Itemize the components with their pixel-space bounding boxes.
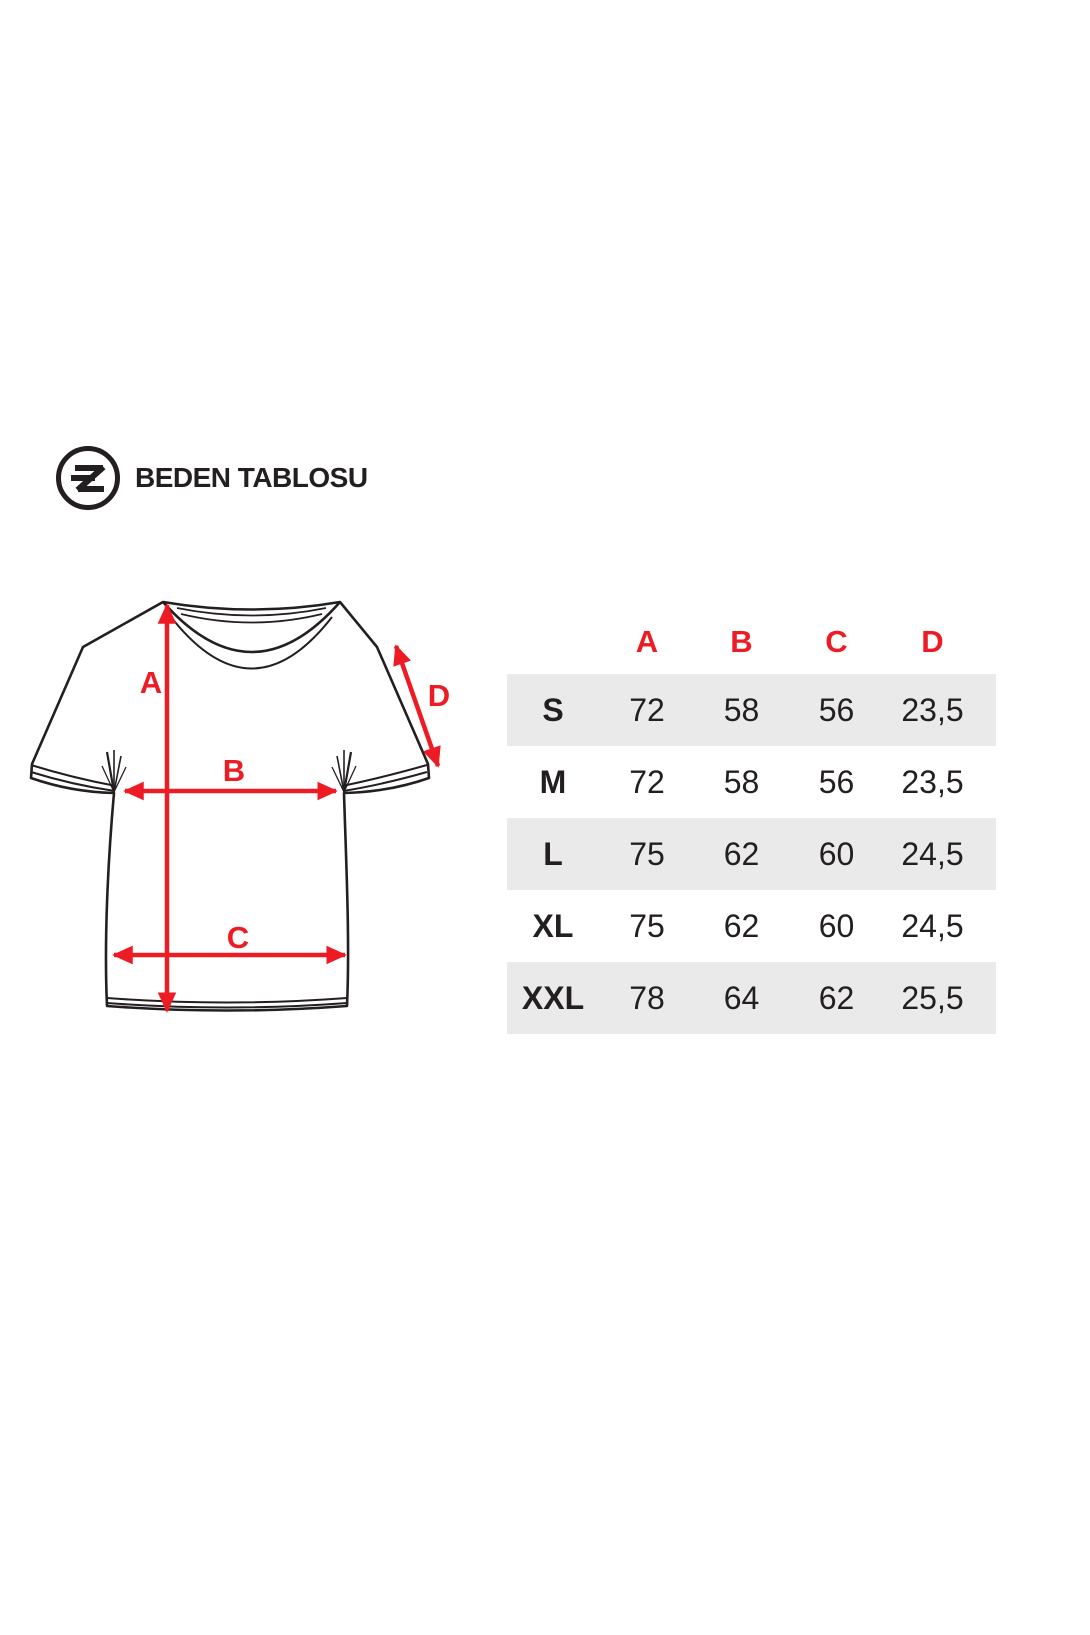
collar-inner-line	[170, 616, 333, 670]
column-header-d: D	[921, 624, 944, 659]
left-cuff-stitch	[30, 764, 117, 787]
value-cell: 58	[723, 763, 760, 800]
value-cell: 24,5	[901, 907, 964, 944]
collar-rib-line	[176, 607, 327, 617]
value-cell: 24,5	[901, 835, 964, 872]
size-row-s: S 72 58 56 23,5	[507, 674, 996, 746]
page-title: BEDEN TABLOSU	[135, 462, 368, 493]
size-row-m: M 72 58 56 23,5	[507, 746, 996, 818]
measure-label-c: C	[227, 920, 249, 955]
size-cell: M	[539, 763, 567, 800]
value-cell: 56	[818, 691, 855, 728]
size-row-xxl: XXL 78 64 62 25,5	[507, 962, 996, 1034]
tshirt-outline	[29, 600, 431, 1012]
value-cell: 62	[723, 835, 760, 872]
value-cell: 62	[723, 907, 760, 944]
size-row-l: L 75 62 60 24,5	[507, 818, 996, 890]
value-cell: 23,5	[901, 691, 964, 728]
value-cell: 72	[629, 691, 665, 728]
value-cell: 62	[818, 979, 855, 1016]
ez-monogram-icon	[56, 446, 120, 510]
column-header-c: C	[825, 624, 848, 659]
size-table-header-row: A B C D	[507, 610, 996, 674]
tshirt-measurement-diagram: A B C D	[25, 560, 470, 1030]
value-cell: 64	[723, 979, 760, 1016]
value-cell: 78	[629, 979, 665, 1016]
measure-arrow-d	[393, 644, 441, 768]
size-cell: L	[543, 835, 563, 872]
measure-label-b: B	[223, 753, 245, 788]
tshirt-diagram-svg: A B C D	[29, 600, 450, 1013]
size-cell: XXL	[521, 979, 585, 1016]
value-cell: 60	[818, 835, 855, 872]
size-cell: XL	[532, 907, 574, 944]
value-cell: 25,5	[901, 979, 964, 1016]
size-cell: S	[542, 691, 564, 728]
value-cell: 23,5	[901, 763, 964, 800]
size-table: A B C D S 72 58 56 23,5 M 72 58 56 23,5 …	[507, 610, 996, 1034]
measure-label-d: D	[428, 678, 450, 713]
value-cell: 72	[629, 763, 665, 800]
column-header-a: A	[635, 624, 659, 659]
collar-rib-line	[180, 613, 323, 624]
left-cuff-stitch	[30, 771, 116, 792]
value-cell: 75	[629, 835, 665, 872]
brand-header: BEDEN TABLOSU	[54, 444, 368, 512]
column-header-b: B	[730, 624, 753, 659]
value-cell: 56	[818, 763, 855, 800]
left-armpit-creases	[101, 750, 127, 793]
collar-front-line	[162, 601, 341, 654]
value-cell: 75	[629, 907, 665, 944]
right-cuff-stitch	[342, 771, 428, 792]
value-cell: 60	[818, 907, 855, 944]
measure-label-a: A	[140, 665, 162, 700]
value-cell: 58	[723, 691, 760, 728]
hem-stitch	[106, 1002, 348, 1009]
size-row-xl: XL 75 62 60 24,5	[507, 890, 996, 962]
right-armpit-creases	[331, 750, 357, 793]
hem-stitch	[106, 997, 348, 1004]
